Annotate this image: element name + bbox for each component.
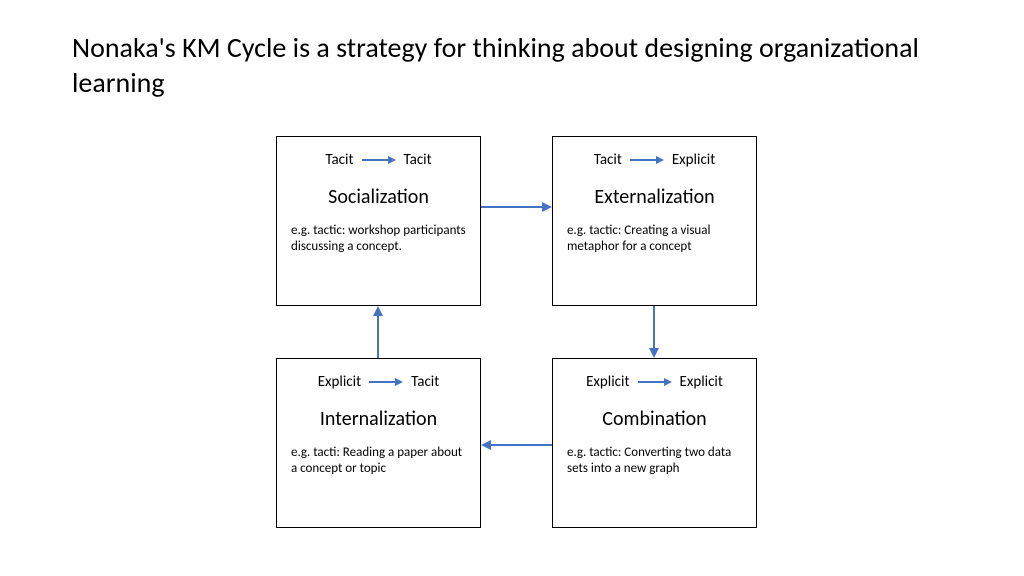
- conversion-row: Tacit Explicit: [567, 151, 742, 169]
- conversion-row: Tacit Tacit: [291, 151, 466, 169]
- from-label: Tacit: [325, 151, 353, 169]
- box-desc: e.g. tactic: Creating a visual metaphor …: [567, 223, 742, 256]
- to-label: Tacit: [411, 373, 439, 391]
- from-label: Explicit: [318, 373, 361, 391]
- conversion-row: Explicit Explicit: [567, 373, 742, 391]
- page-title: Nonaka's KM Cycle is a strategy for thin…: [72, 30, 952, 100]
- box-combination: Explicit Explicit Combination e.g. tacti…: [552, 358, 757, 528]
- arrow-right-icon: [630, 155, 664, 165]
- arrow-right-icon: [638, 377, 672, 387]
- arrow-right-icon: [369, 377, 403, 387]
- box-socialization: Tacit Tacit Socialization e.g. tactic: w…: [276, 136, 481, 306]
- box-name: Combination: [567, 407, 742, 431]
- to-label: Explicit: [680, 373, 723, 391]
- box-desc: e.g. tacti: Reading a paper about a conc…: [291, 445, 466, 478]
- box-name: Internalization: [291, 407, 466, 431]
- connector-soc-to-ext: [481, 199, 552, 218]
- box-externalization: Tacit Explicit Externalization e.g. tact…: [552, 136, 757, 306]
- from-label: Explicit: [586, 373, 629, 391]
- conversion-row: Explicit Tacit: [291, 373, 466, 391]
- from-label: Tacit: [594, 151, 622, 169]
- box-internalization: Explicit Tacit Internalization e.g. tact…: [276, 358, 481, 528]
- connector-int-to-soc: [372, 306, 384, 363]
- connector-ext-to-comb: [648, 306, 660, 363]
- arrow-right-icon: [362, 155, 396, 165]
- box-name: Socialization: [291, 185, 466, 209]
- connector-comb-to-int: [481, 437, 552, 456]
- box-name: Externalization: [567, 185, 742, 209]
- to-label: Tacit: [404, 151, 432, 169]
- to-label: Explicit: [672, 151, 715, 169]
- box-desc: e.g. tactic: Converting two data sets in…: [567, 445, 742, 478]
- box-desc: e.g. tactic: workshop participants discu…: [291, 223, 466, 256]
